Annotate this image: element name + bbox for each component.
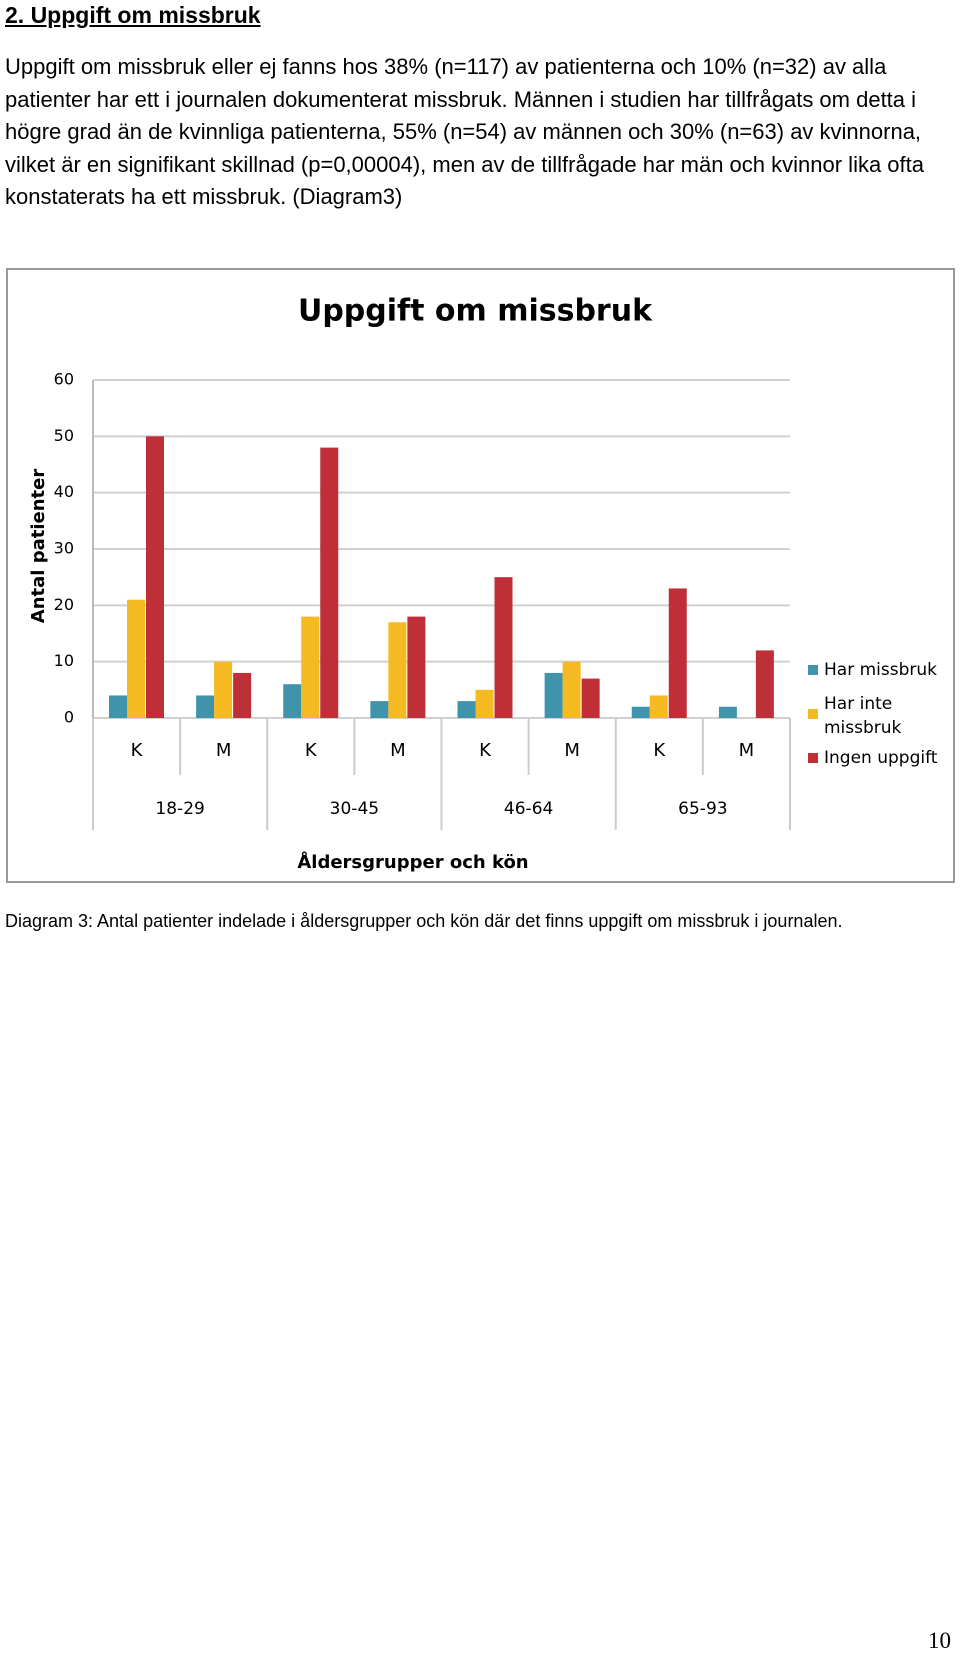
- legend-swatch: [808, 665, 818, 675]
- legend-swatch: [808, 709, 818, 719]
- x-tick-label: M: [390, 740, 406, 761]
- bar: [494, 577, 513, 718]
- bar: [214, 661, 233, 718]
- y-tick-label: 10: [54, 651, 74, 670]
- bar: [755, 650, 774, 718]
- bar: [457, 701, 476, 718]
- y-tick-label: 20: [54, 595, 74, 614]
- y-tick-label: 60: [54, 370, 74, 389]
- x-tick-label: K: [305, 740, 318, 761]
- bar: [127, 599, 145, 718]
- bar: [668, 588, 687, 718]
- bar: [718, 706, 737, 718]
- group-label: 18-29: [155, 799, 204, 819]
- y-tick-label: 40: [54, 482, 74, 501]
- bar: [301, 616, 320, 718]
- bar: [407, 616, 426, 718]
- bar: [544, 672, 563, 718]
- bar: [649, 695, 668, 718]
- bar: [370, 701, 389, 718]
- legend-label: Har inte missbruk: [824, 694, 902, 738]
- x-tick-label: K: [479, 740, 492, 761]
- y-tick-label: 30: [54, 539, 74, 558]
- legend-label: Har missbruk: [824, 660, 937, 680]
- heading: 2. Uppgift om missbruk: [5, 2, 261, 28]
- x-tick-label: K: [653, 740, 666, 761]
- chart-title: Uppgift om missbruk: [298, 294, 653, 329]
- group-label: 46-64: [504, 799, 553, 819]
- caption: Diagram 3: Antal patienter indelade i ål…: [5, 911, 843, 931]
- y-tick-label: 50: [54, 426, 74, 445]
- group-label: 65-93: [678, 799, 727, 819]
- bar: [146, 436, 164, 718]
- paragraph: Uppgift om missbruk eller ej fanns hos 3…: [5, 54, 924, 209]
- bar: [320, 447, 339, 718]
- bar: [631, 706, 650, 718]
- bar: [388, 622, 407, 718]
- chart-frame: [6, 268, 955, 883]
- x-axis-title: Åldersgrupper och kön: [297, 850, 528, 873]
- page-number: 10: [928, 1628, 951, 1653]
- bar: [196, 695, 215, 718]
- x-tick-label: M: [739, 740, 755, 761]
- x-tick-label: M: [564, 740, 580, 761]
- chart: Uppgift om missbruk Antal patienter Ålde…: [6, 268, 955, 883]
- bar: [562, 661, 581, 718]
- x-tick-label: M: [216, 740, 232, 761]
- legend-label: Ingen uppgift: [824, 748, 938, 768]
- bar: [581, 678, 600, 718]
- y-tick-label: 0: [64, 708, 74, 727]
- y-axis-title: Antal patienter: [28, 469, 49, 624]
- x-tick-label: K: [131, 740, 144, 761]
- legend-swatch: [808, 753, 818, 763]
- group-label: 30-45: [330, 799, 379, 819]
- bar: [475, 689, 494, 718]
- bar: [109, 695, 127, 718]
- bar: [283, 684, 302, 718]
- bar: [233, 672, 252, 718]
